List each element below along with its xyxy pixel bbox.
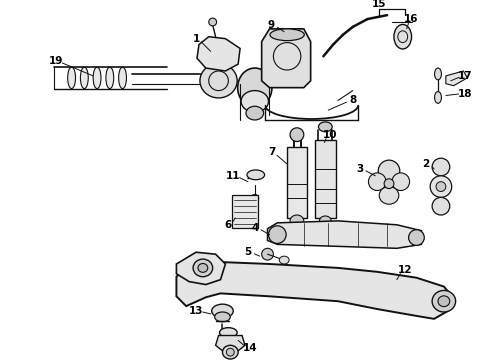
Ellipse shape xyxy=(432,291,456,312)
Text: 14: 14 xyxy=(243,343,257,353)
Polygon shape xyxy=(315,140,336,218)
Polygon shape xyxy=(446,71,467,86)
Ellipse shape xyxy=(226,348,234,356)
Text: 19: 19 xyxy=(49,56,63,66)
Ellipse shape xyxy=(409,230,424,246)
Text: 11: 11 xyxy=(226,171,241,181)
Text: 17: 17 xyxy=(458,71,473,81)
Ellipse shape xyxy=(290,215,304,227)
Text: 4: 4 xyxy=(251,223,259,233)
Text: 6: 6 xyxy=(225,220,232,230)
Ellipse shape xyxy=(80,67,88,89)
Polygon shape xyxy=(262,29,311,87)
Ellipse shape xyxy=(379,186,399,204)
Text: 15: 15 xyxy=(372,0,387,9)
Ellipse shape xyxy=(193,259,213,277)
Ellipse shape xyxy=(438,296,450,307)
Ellipse shape xyxy=(430,176,452,197)
Ellipse shape xyxy=(436,182,446,192)
Ellipse shape xyxy=(212,304,233,318)
Ellipse shape xyxy=(432,197,450,215)
Ellipse shape xyxy=(435,91,441,103)
Text: 18: 18 xyxy=(458,89,473,99)
Ellipse shape xyxy=(220,328,237,337)
Polygon shape xyxy=(216,336,245,353)
Text: 12: 12 xyxy=(397,265,412,275)
Ellipse shape xyxy=(269,226,286,243)
Ellipse shape xyxy=(222,345,238,359)
Polygon shape xyxy=(287,147,307,218)
Ellipse shape xyxy=(392,173,410,190)
Ellipse shape xyxy=(318,122,332,132)
Polygon shape xyxy=(232,195,258,228)
Ellipse shape xyxy=(384,179,394,189)
Ellipse shape xyxy=(247,170,265,180)
Ellipse shape xyxy=(319,216,331,226)
Ellipse shape xyxy=(435,68,441,80)
Text: 2: 2 xyxy=(422,159,430,169)
Polygon shape xyxy=(197,37,240,71)
Ellipse shape xyxy=(198,264,208,272)
Ellipse shape xyxy=(394,24,412,49)
Polygon shape xyxy=(176,252,225,284)
Polygon shape xyxy=(176,260,454,319)
Ellipse shape xyxy=(270,29,304,41)
Ellipse shape xyxy=(432,158,450,176)
Text: 10: 10 xyxy=(323,130,338,140)
Ellipse shape xyxy=(378,160,400,182)
Ellipse shape xyxy=(290,128,304,141)
Ellipse shape xyxy=(279,256,289,264)
Ellipse shape xyxy=(251,194,259,202)
Ellipse shape xyxy=(200,64,237,98)
Text: 8: 8 xyxy=(349,95,356,105)
Ellipse shape xyxy=(119,67,126,89)
Ellipse shape xyxy=(246,106,264,120)
Ellipse shape xyxy=(262,248,273,260)
Ellipse shape xyxy=(93,67,101,89)
Ellipse shape xyxy=(106,67,114,89)
Ellipse shape xyxy=(209,18,217,26)
Text: 7: 7 xyxy=(268,147,275,157)
Text: 16: 16 xyxy=(404,14,419,24)
Ellipse shape xyxy=(215,312,230,322)
Text: 5: 5 xyxy=(245,247,251,257)
Ellipse shape xyxy=(68,67,75,89)
Ellipse shape xyxy=(368,173,386,190)
Text: 13: 13 xyxy=(189,306,203,316)
Text: 9: 9 xyxy=(268,20,275,30)
Ellipse shape xyxy=(241,91,269,112)
Text: 3: 3 xyxy=(356,164,363,174)
Text: 1: 1 xyxy=(193,34,199,44)
Ellipse shape xyxy=(238,68,272,107)
Polygon shape xyxy=(268,221,421,248)
